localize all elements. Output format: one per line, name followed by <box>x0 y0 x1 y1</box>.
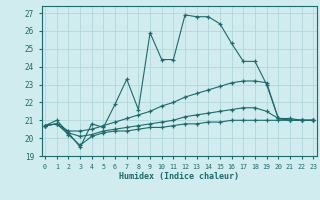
X-axis label: Humidex (Indice chaleur): Humidex (Indice chaleur) <box>119 172 239 181</box>
